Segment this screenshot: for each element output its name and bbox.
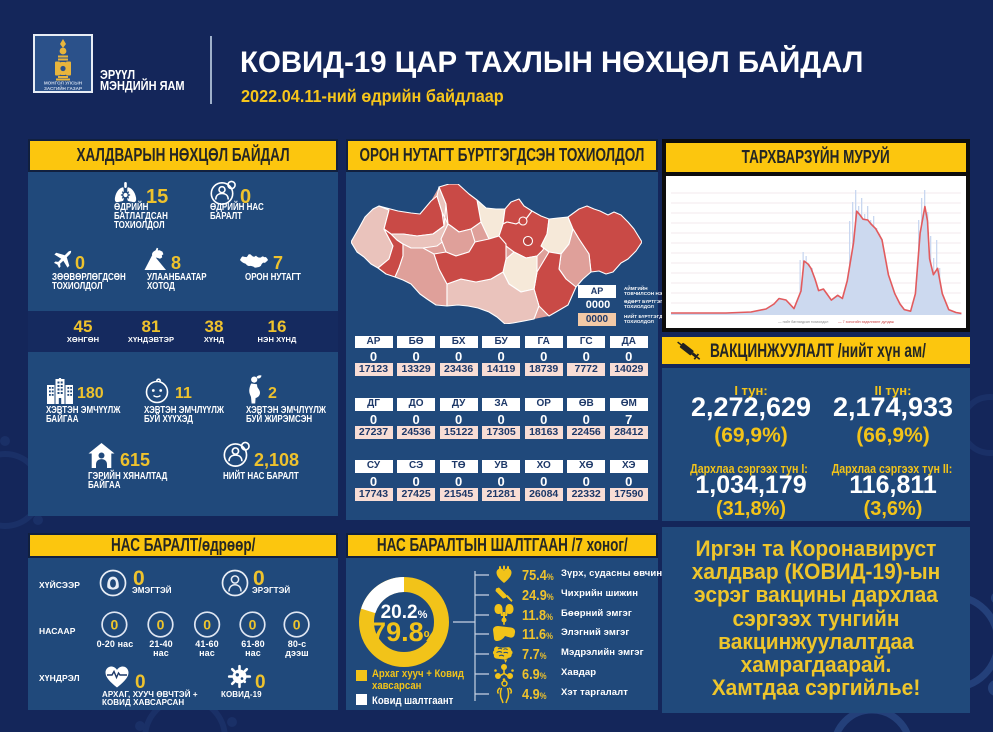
svg-text:0: 0 (157, 617, 165, 633)
svg-text:0: 0 (111, 617, 119, 633)
svg-text:ЗАСГИЙН ГАЗАР: ЗАСГИЙН ГАЗАР (44, 84, 82, 91)
svg-text:0: 0 (249, 617, 257, 633)
svg-text:МОНГОЛ УЛСЫН: МОНГОЛ УЛСЫН (44, 81, 83, 86)
svg-text:— нийт батлагдсан тохиолдол: — нийт батлагдсан тохиолдол (778, 320, 828, 324)
svg-text:0: 0 (203, 617, 211, 633)
svg-text:0: 0 (293, 617, 301, 633)
svg-text:— 7 хоногийн хөдөлгөөнт дундаж: — 7 хоногийн хөдөлгөөнт дундаж (838, 320, 895, 324)
